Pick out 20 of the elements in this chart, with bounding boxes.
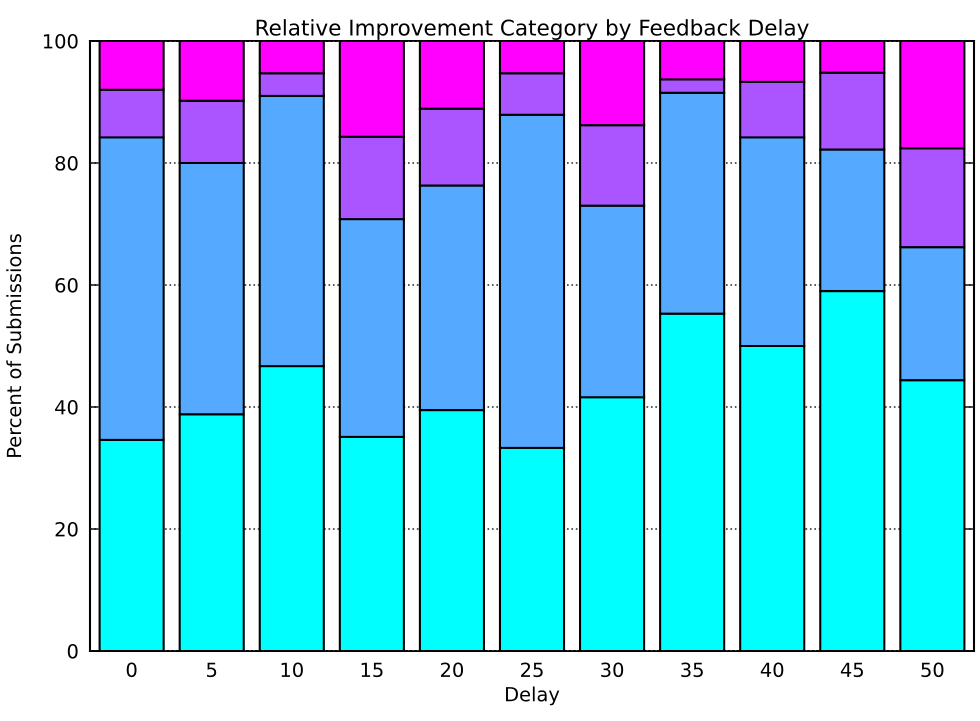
x-tick-label: 20 — [440, 662, 464, 678]
x-tick-label: 10 — [282, 662, 303, 678]
x-tick-label: 40 — [760, 662, 784, 678]
y-tick-label: 80 — [55, 156, 78, 171]
x-axis-title: Delay — [506, 686, 560, 706]
y-tick-label: 40 — [55, 400, 78, 415]
x-tick-label: 50 — [921, 662, 944, 678]
chart-title: Relative Improvement Category by Feedback Delay — [256, 19, 809, 40]
x-tick-label: 15 — [362, 662, 383, 678]
y-tick-label: 100 — [44, 34, 78, 49]
y-tick-label: 60 — [56, 278, 78, 293]
x-tick-label: 45 — [840, 662, 863, 678]
x-tick-label: 35 — [681, 662, 703, 678]
x-tick-label: 0 — [126, 662, 137, 678]
x-tick-label: 25 — [521, 662, 543, 678]
y-axis-title: Percent of Submissions — [6, 234, 22, 457]
x-tick-label: 30 — [601, 662, 624, 678]
y-tick-label: 20 — [56, 522, 78, 537]
x-tick-label: 5 — [207, 662, 216, 678]
y-tick-label: 0 — [68, 644, 78, 659]
